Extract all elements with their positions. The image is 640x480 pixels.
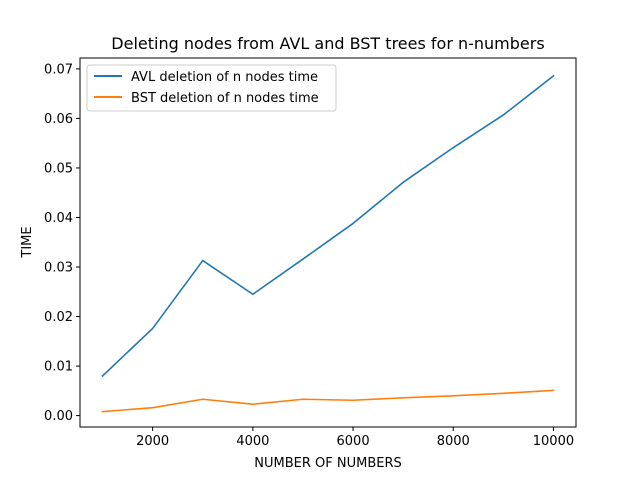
y-tick-label: 0.01 [44, 360, 73, 375]
y-tick-label: 0.05 [44, 161, 73, 176]
chart-title: Deleting nodes from AVL and BST trees fo… [111, 34, 544, 53]
y-tick-label: 0.03 [44, 261, 73, 276]
y-tick-label: 0.02 [44, 310, 73, 325]
y-tick-label: 0.00 [44, 409, 73, 424]
x-axis-label: NUMBER OF NUMBERS [254, 456, 401, 471]
legend: AVL deletion of n nodes time BST deletio… [86, 64, 337, 112]
series-layer [101, 74, 555, 413]
y-tick-label: 0.07 [44, 62, 73, 77]
y-tick-label: 0.04 [44, 211, 73, 226]
x-tick-label: 8000 [437, 434, 470, 449]
x-axis-ticks: 2000 4000 6000 8000 10000 [136, 427, 574, 449]
legend-label-avl: AVL deletion of n nodes time [131, 70, 318, 85]
x-tick-label: 4000 [236, 434, 269, 449]
plot-frame [79, 57, 577, 428]
x-tick-label: 10000 [533, 434, 574, 449]
x-tick-label: 6000 [337, 434, 370, 449]
x-tick-label: 2000 [136, 434, 169, 449]
legend-label-bst: BST deletion of n nodes time [131, 91, 319, 106]
series-line-bst [101, 389, 555, 413]
y-axis-ticks: 0.00 0.01 0.02 0.03 0.04 0.05 0.06 0.07 [44, 62, 80, 424]
legend-box [86, 64, 337, 112]
series-line-avl [101, 74, 555, 378]
y-axis-label: TIME [20, 226, 35, 258]
y-tick-label: 0.06 [44, 112, 73, 127]
